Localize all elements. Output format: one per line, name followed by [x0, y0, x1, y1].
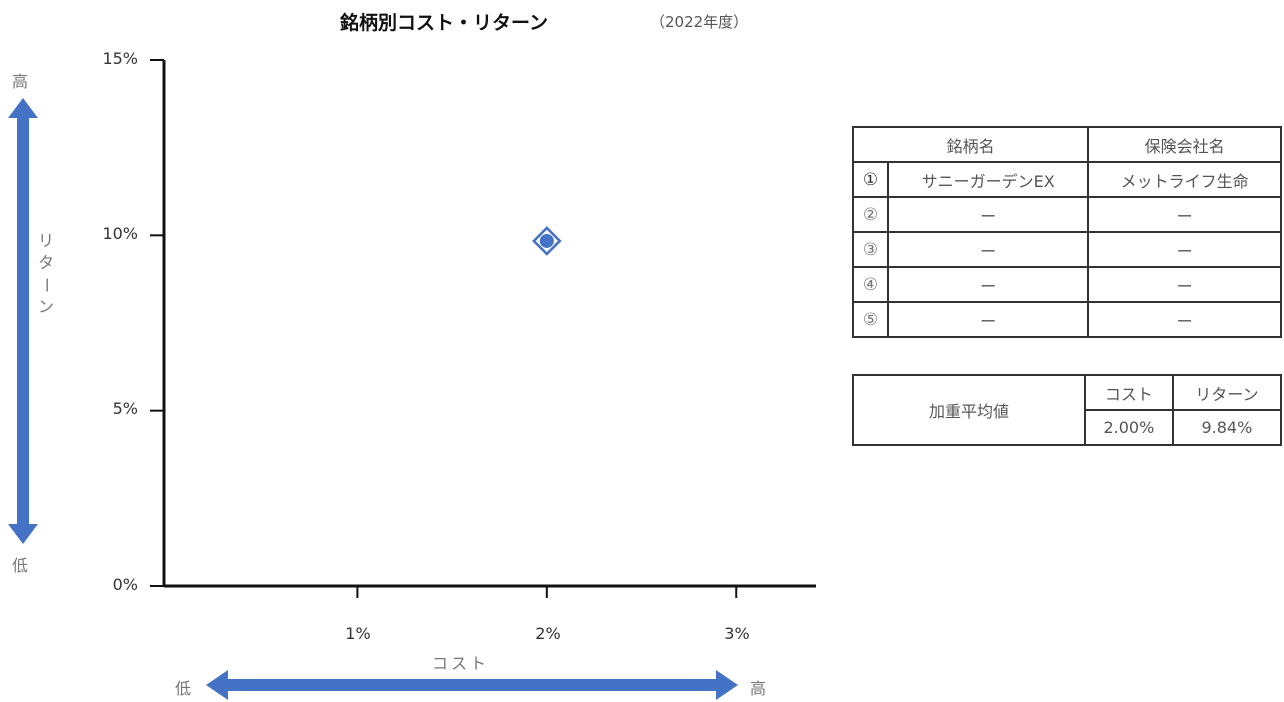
y-arrow-shaft [17, 112, 29, 530]
x-tick-label: 2% [535, 624, 561, 643]
chart-axes [162, 60, 816, 588]
x-arrow-head-left [206, 670, 228, 700]
y-arrow-low-label: 低 [12, 556, 29, 575]
issue-name-cell: ー [886, 231, 1090, 268]
table-row: 加重平均値 コスト リターン [852, 374, 1283, 446]
table-row: ⑤ ー ー [852, 301, 1282, 338]
tick-marks [150, 59, 738, 598]
y-axis-label-char: タ [37, 253, 54, 272]
issue-name-cell: サニーガーデンEX [886, 161, 1090, 198]
table-header-row: 銘柄名 保険会社名 [851, 126, 1282, 163]
table-row: ③ ー ー [852, 231, 1282, 268]
y-tick-label: 0% [112, 575, 138, 594]
row-number: ⑤ [852, 301, 889, 338]
y-arrow-head-down [8, 524, 38, 544]
x-arrow-head-right [716, 670, 738, 700]
x-axis-label: コスト [432, 654, 490, 673]
data-points [532, 226, 562, 256]
issue-name-cell: ー [886, 266, 1090, 303]
y-tick-label: 15% [102, 49, 138, 68]
y-tick-label: 10% [102, 224, 138, 243]
chart-subtitle: （2022年度） [650, 13, 749, 31]
company-name-cell: ー [1087, 301, 1282, 338]
row-number: ① [852, 161, 889, 198]
header-issue-name: 銘柄名 [851, 126, 1090, 163]
cost-value: 2.00% [1084, 409, 1174, 446]
x-tick-label: 1% [345, 624, 371, 643]
company-name-cell: メットライフ生命 [1087, 161, 1282, 198]
company-name-cell: ー [1087, 266, 1282, 303]
y-arrow-head-up [8, 98, 38, 118]
y-axis-label-char: ン [37, 297, 54, 316]
y-axis-label-char: ー [37, 276, 56, 293]
axis-arrows [8, 98, 738, 700]
table-row: ① サニーガーデンEX メットライフ生命 [852, 161, 1282, 198]
x-arrow-high-label: 高 [750, 679, 767, 698]
return-value: 9.84% [1171, 409, 1283, 446]
table-row: ② ー ー [852, 196, 1282, 233]
cost-header: コスト [1084, 374, 1174, 411]
chart-title: 銘柄別コスト・リターン [340, 12, 549, 34]
issue-name-cell: ー [886, 196, 1090, 233]
row-number: ④ [852, 266, 889, 303]
table-row: ④ ー ー [852, 266, 1282, 303]
y-axis-label: リターン [36, 230, 56, 318]
header-company-name: 保険会社名 [1087, 126, 1282, 163]
weighted-average-label: 加重平均値 [852, 374, 1086, 446]
y-tick-label: 5% [112, 399, 138, 418]
company-name-cell: ー [1087, 196, 1282, 233]
issuer-table: 銘柄名 保険会社名 ① サニーガーデンEX メットライフ生命 ② ー ー ③ ー… [851, 126, 1282, 338]
x-arrow-shaft [222, 679, 722, 691]
x-arrow-low-label: 低 [175, 679, 192, 698]
issue-name-cell: ー [886, 301, 1090, 338]
weighted-average-table: 加重平均値 コスト リターン 2.00% 9.84% [852, 374, 1283, 446]
company-name-cell: ー [1087, 231, 1282, 268]
row-number: ② [852, 196, 889, 233]
return-header: リターン [1171, 374, 1283, 411]
row-number: ③ [852, 231, 889, 268]
y-axis-label-char: リ [37, 231, 54, 250]
y-arrow-high-label: 高 [12, 72, 29, 91]
table-row: 2.00% 9.84% [853, 409, 1283, 446]
x-tick-label: 3% [724, 624, 750, 643]
data-point-circle [539, 233, 554, 248]
